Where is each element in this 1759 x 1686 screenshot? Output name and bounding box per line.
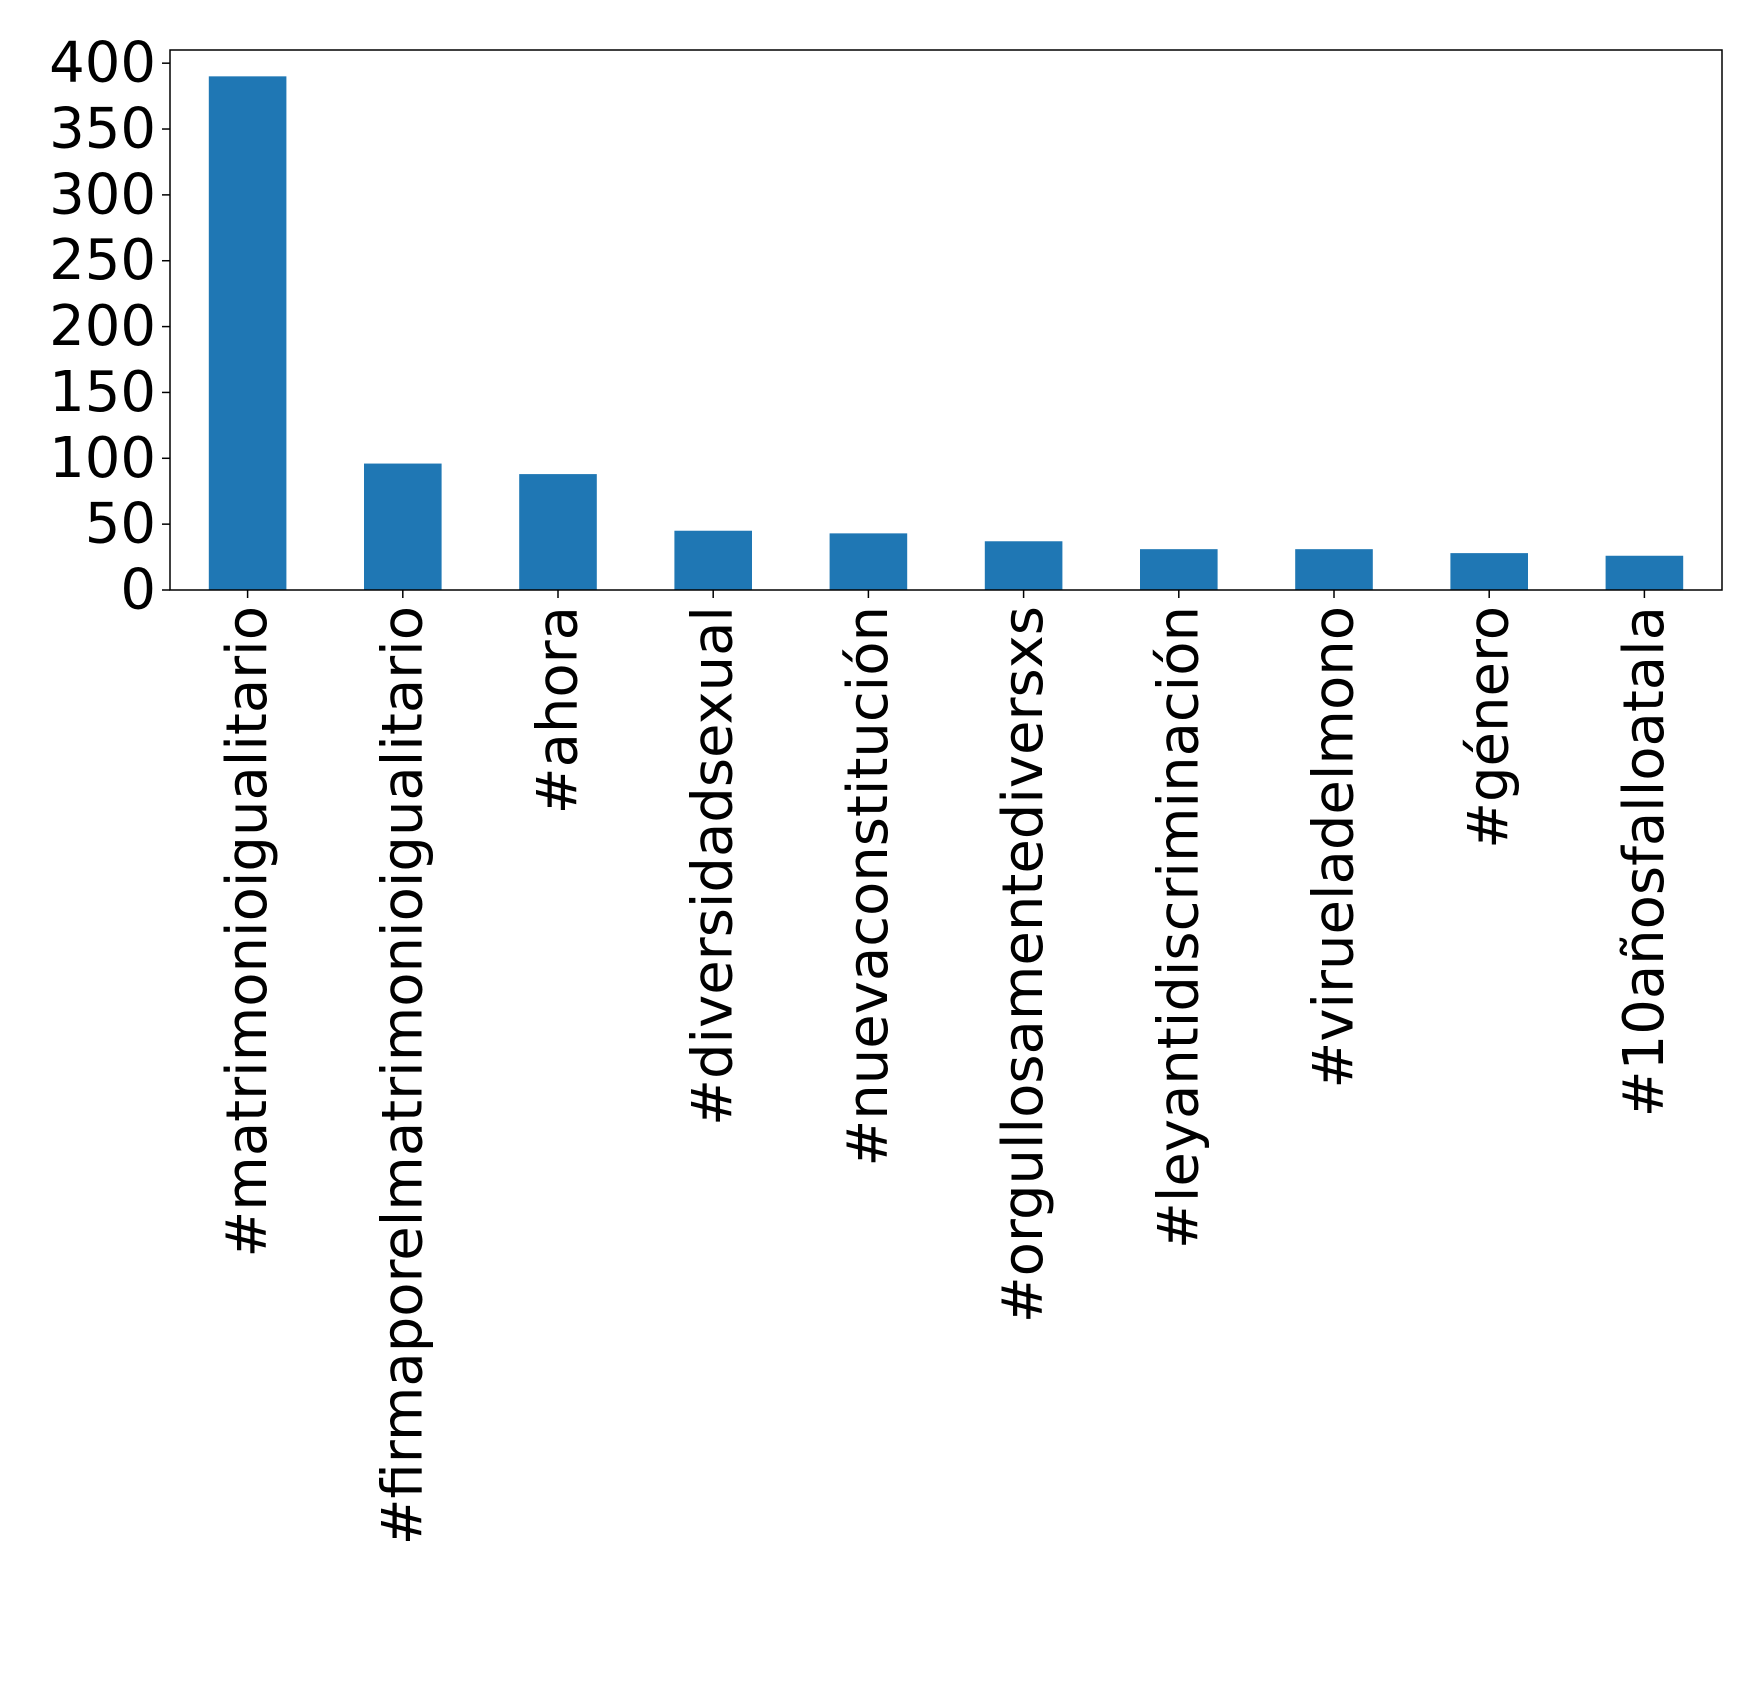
- bar-6: [984, 541, 1063, 590]
- x-tick-label: #género: [1457, 606, 1522, 849]
- x-axis: #matrimonioigualitario #firmaporelmatrimo…: [215, 590, 1677, 1545]
- y-tick-label: 150: [49, 360, 156, 425]
- x-tick-label: #orgullosamentediversxs: [991, 606, 1056, 1323]
- bar-2: [364, 463, 442, 590]
- bar-8: [1295, 549, 1373, 590]
- bar-10: [1605, 555, 1684, 590]
- x-tick-label: #ahora: [526, 606, 591, 814]
- y-tick-label: 250: [49, 228, 156, 293]
- bar-4: [674, 530, 752, 590]
- bar-9: [1450, 553, 1528, 590]
- bar-1: [208, 76, 287, 591]
- y-tick-label: 50: [85, 492, 156, 557]
- bar-3: [519, 474, 597, 590]
- y-tick-label: 300: [49, 162, 156, 227]
- x-tick-label: #nuevaconstitución: [836, 606, 901, 1167]
- y-tick-label: 200: [49, 294, 156, 359]
- bar-5: [829, 533, 908, 590]
- plot-frame: [169, 49, 1723, 591]
- y-tick-label: 350: [49, 97, 156, 162]
- x-tick-label: #diversidadsexual: [681, 606, 746, 1126]
- y-tick-label: 0: [120, 558, 156, 623]
- x-tick-label: #virueladelmono: [1302, 606, 1367, 1089]
- bars-group: [208, 76, 1684, 591]
- x-tick-label: #firmaporelmatrimonioigualitario: [370, 606, 435, 1545]
- x-tick-label: #10añosfalloatala: [1612, 606, 1677, 1117]
- bar-7: [1140, 549, 1218, 590]
- x-tick-label: #matrimonioigualitario: [215, 606, 280, 1258]
- y-tick-label: 100: [49, 426, 156, 491]
- x-tick-label: #leyantidiscriminación: [1146, 606, 1211, 1249]
- y-tick-label: 400: [49, 31, 156, 96]
